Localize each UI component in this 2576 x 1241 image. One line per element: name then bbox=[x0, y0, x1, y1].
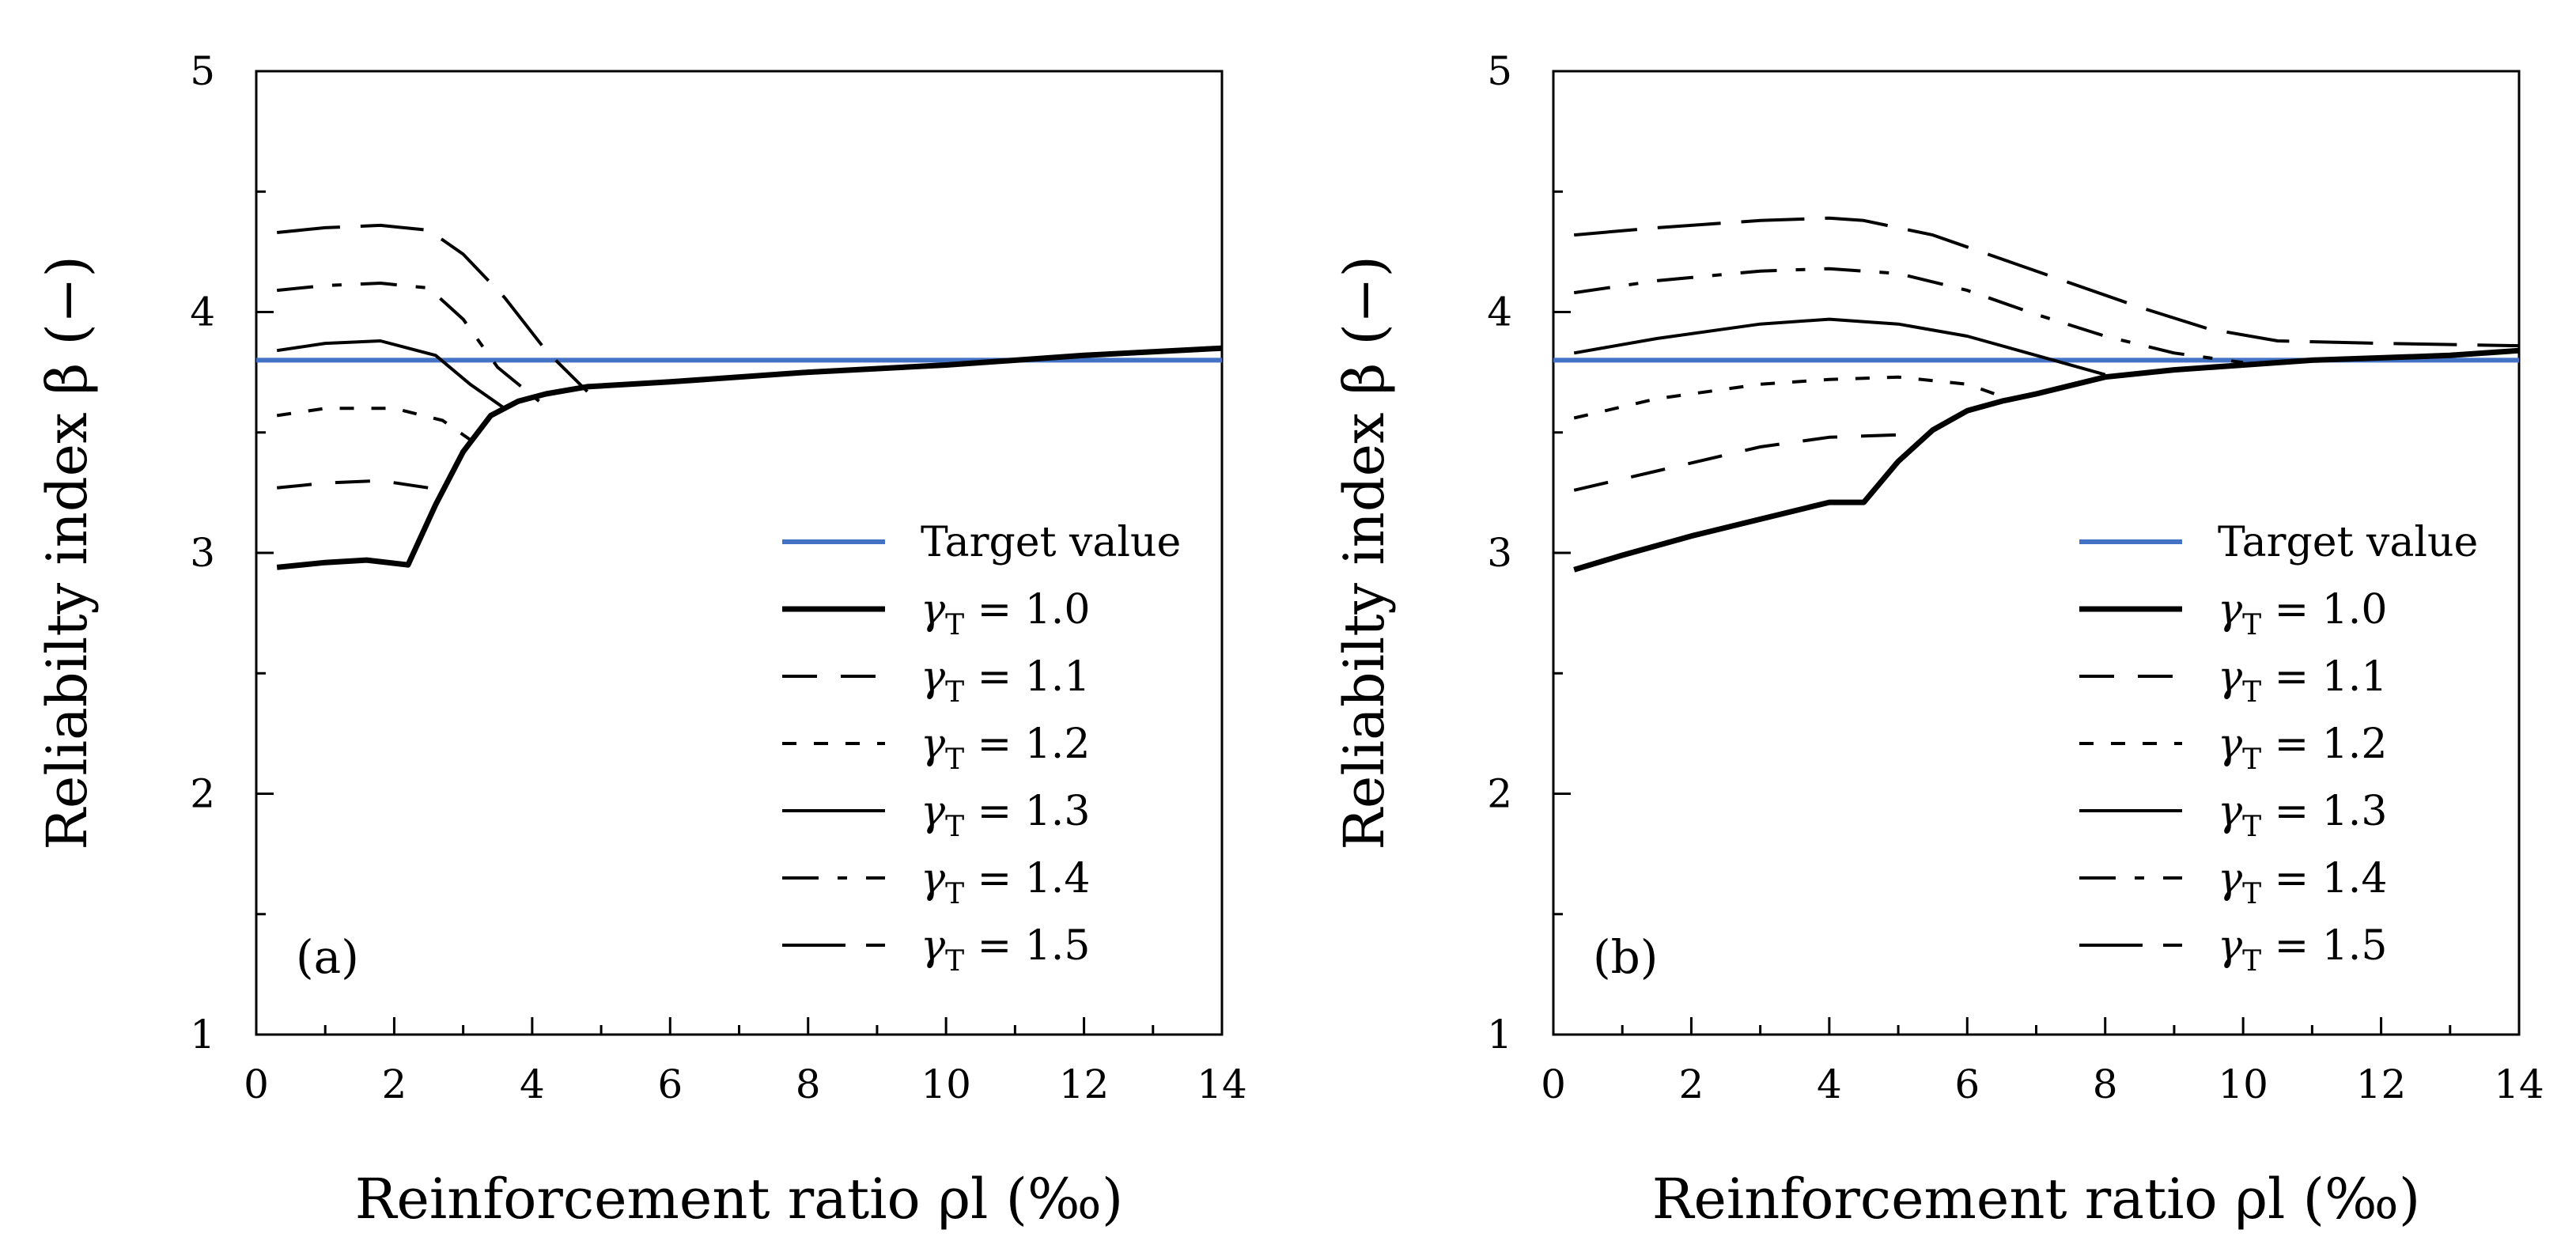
x-tick-label: 12 bbox=[1059, 1061, 1110, 1107]
y-tick-label: 1 bbox=[1487, 1012, 1512, 1057]
x-tick-label: 0 bbox=[244, 1061, 269, 1107]
legend-label-gamma-1-4: γT = 1.4 bbox=[921, 855, 1090, 910]
series-line-gamma-1-3 bbox=[1573, 317, 2106, 376]
legend-label-gamma-1-0: γT = 1.0 bbox=[2218, 586, 2387, 641]
panel-label: (a) bbox=[296, 930, 359, 984]
y-tick-label: 5 bbox=[1487, 48, 1512, 94]
legend-label-gamma-1-1: γT = 1.1 bbox=[2218, 653, 2387, 709]
series-line-gamma-1-4 bbox=[1573, 267, 2244, 365]
x-tick-label: 4 bbox=[520, 1061, 545, 1107]
legend-label-gamma-1-3: γT = 1.3 bbox=[921, 788, 1090, 843]
x-tick-label: 2 bbox=[382, 1061, 407, 1107]
x-tick-label: 10 bbox=[2218, 1061, 2268, 1107]
legend-label-gamma-1-2: γT = 1.2 bbox=[2218, 721, 2387, 776]
series-line-gamma-1-4 bbox=[277, 282, 540, 403]
series-line-gamma-1-1 bbox=[277, 479, 429, 490]
legend-label-gamma-1-1: γT = 1.1 bbox=[921, 653, 1090, 709]
series-line-gamma-1-0 bbox=[1573, 347, 2520, 573]
series-line-gamma-1-2 bbox=[276, 407, 471, 441]
legend-label-target: Target value bbox=[921, 519, 1181, 566]
x-tick-label: 6 bbox=[1954, 1061, 1980, 1107]
y-axis-title: Reliabilty index β (−) bbox=[1332, 255, 1397, 850]
x-axis-title: Reinforcement ratio ρl (‰) bbox=[355, 1167, 1123, 1232]
y-tick-label: 4 bbox=[1487, 289, 1512, 335]
x-tick-label: 6 bbox=[657, 1061, 683, 1107]
x-tick-label: 12 bbox=[2356, 1061, 2407, 1107]
y-tick-label: 3 bbox=[1487, 530, 1512, 576]
x-tick-label: 4 bbox=[1817, 1061, 1842, 1107]
series-line-gamma-1-0 bbox=[276, 345, 1223, 570]
x-tick-label: 8 bbox=[2093, 1061, 2118, 1107]
x-tick-label: 2 bbox=[1679, 1061, 1704, 1107]
series-line-gamma-1-1 bbox=[1573, 433, 1899, 492]
x-tick-label: 14 bbox=[2494, 1061, 2544, 1107]
series-line-gamma-1-5 bbox=[1574, 216, 2520, 348]
series-line-gamma-1-3 bbox=[276, 339, 506, 410]
series-line-gamma-1-5 bbox=[277, 223, 589, 393]
legend-label-gamma-1-4: γT = 1.4 bbox=[2218, 855, 2387, 910]
y-tick-label: 3 bbox=[190, 530, 215, 576]
legend-label-gamma-1-5: γT = 1.5 bbox=[2218, 922, 2387, 978]
y-tick-label: 5 bbox=[190, 48, 215, 94]
y-tick-label: 2 bbox=[1487, 771, 1512, 817]
legend-label-gamma-1-0: γT = 1.0 bbox=[921, 586, 1090, 641]
y-axis-title: Reliabilty index β (−) bbox=[35, 255, 100, 850]
series-line-gamma-1-2 bbox=[1573, 375, 2003, 420]
y-tick-label: 4 bbox=[190, 289, 215, 335]
legend-label-gamma-1-2: γT = 1.2 bbox=[921, 721, 1090, 776]
x-tick-label: 14 bbox=[1197, 1061, 1247, 1107]
y-tick-label: 1 bbox=[190, 1012, 215, 1057]
panel-label: (b) bbox=[1593, 930, 1658, 984]
x-tick-label: 0 bbox=[1541, 1061, 1566, 1107]
legend-label-gamma-1-3: γT = 1.3 bbox=[2218, 788, 2387, 843]
x-tick-label: 8 bbox=[796, 1061, 821, 1107]
x-tick-label: 10 bbox=[921, 1061, 971, 1107]
x-axis-title: Reinforcement ratio ρl (‰) bbox=[1652, 1167, 2420, 1232]
legend-label-target: Target value bbox=[2218, 519, 2478, 566]
legend-label-gamma-1-5: γT = 1.5 bbox=[921, 922, 1090, 978]
y-tick-label: 2 bbox=[190, 771, 215, 817]
